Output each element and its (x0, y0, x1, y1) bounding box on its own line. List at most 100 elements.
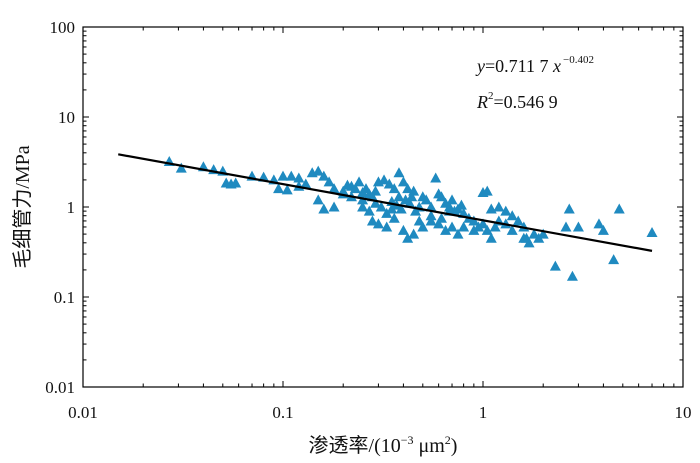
data-points (163, 156, 658, 281)
data-point (393, 191, 405, 202)
data-point (402, 232, 414, 243)
data-point (446, 221, 458, 232)
data-point (378, 174, 390, 185)
data-point (404, 197, 416, 208)
data-point (353, 176, 365, 187)
data-point (375, 201, 387, 212)
y-tick-label: 0.1 (54, 288, 75, 307)
data-point (312, 194, 324, 205)
data-point (452, 228, 464, 239)
data-point (386, 203, 398, 214)
data-point (528, 228, 540, 239)
tick-marks (82, 27, 683, 388)
data-point (593, 218, 605, 229)
trend-line (118, 153, 653, 252)
data-point (402, 183, 414, 194)
data-point (455, 199, 467, 210)
data-point (485, 203, 497, 214)
data-point (397, 224, 409, 235)
data-point (318, 170, 330, 181)
data-point (506, 210, 518, 221)
data-point (425, 210, 437, 221)
y-tick-label: 10 (58, 108, 75, 127)
data-point (646, 227, 658, 238)
x-axis-label: 渗透率/(10−3 μm2) (309, 433, 458, 457)
data-point (408, 228, 420, 239)
data-point (572, 221, 584, 232)
data-point (537, 228, 549, 239)
data-point (175, 162, 187, 173)
data-point (363, 188, 375, 199)
data-point (383, 178, 395, 189)
data-point (357, 201, 369, 212)
data-point (393, 167, 405, 178)
data-point (549, 260, 561, 271)
data-point (328, 201, 340, 212)
data-point (366, 215, 378, 226)
data-point (285, 170, 297, 181)
data-point (485, 232, 497, 243)
data-point (608, 254, 620, 265)
data-point (506, 224, 518, 235)
data-point (369, 185, 381, 196)
data-point (395, 203, 407, 214)
data-point (420, 194, 432, 205)
data-point (433, 218, 445, 229)
data-point (425, 201, 437, 212)
data-point (430, 172, 442, 183)
data-point (388, 212, 400, 223)
data-point (381, 221, 393, 232)
x-tick-label: 0.1 (272, 403, 293, 422)
data-point (328, 183, 340, 194)
data-point (477, 218, 489, 229)
data-point (417, 221, 429, 232)
x-tick-label: 0.01 (68, 403, 98, 422)
y-tick-label: 100 (50, 18, 76, 37)
data-point (563, 203, 575, 214)
data-point (481, 185, 493, 196)
data-point (425, 215, 437, 226)
y-tick-label: 0.01 (45, 378, 75, 397)
x-tick-label: 1 (479, 403, 488, 422)
data-point (388, 183, 400, 194)
data-point (413, 215, 425, 226)
y-axis-label: 毛细管力/MPa (11, 145, 34, 268)
data-point (277, 170, 289, 181)
data-point (281, 184, 293, 195)
data-point (406, 191, 418, 202)
data-point (230, 177, 242, 188)
data-point (512, 215, 524, 226)
data-point (489, 221, 501, 232)
data-point (397, 176, 409, 187)
y-tick-label: 1 (67, 198, 76, 217)
data-point (597, 224, 609, 235)
x-tick-label: 10 (675, 403, 692, 422)
data-point (341, 179, 353, 190)
data-point (566, 270, 578, 281)
data-point (337, 185, 349, 196)
data-point (323, 176, 335, 187)
data-point (318, 203, 330, 214)
data-point (300, 178, 312, 189)
data-point (500, 205, 512, 216)
x-tick-labels: 0.01 0.1 1 10 (68, 403, 691, 422)
regression-equation: y=0.711 7 x −0.402 (475, 54, 594, 76)
data-point (446, 194, 458, 205)
data-point (435, 212, 447, 223)
data-point (518, 232, 530, 243)
data-point (481, 224, 493, 235)
data-point (349, 183, 361, 194)
data-point (273, 183, 285, 194)
data-point (372, 218, 384, 229)
data-point (493, 201, 505, 212)
data-point (363, 205, 375, 216)
data-point (440, 224, 452, 235)
data-point (293, 172, 305, 183)
data-point (468, 215, 480, 226)
data-point (458, 221, 470, 232)
data-point (369, 197, 381, 208)
data-point (613, 203, 625, 214)
data-point (312, 165, 324, 176)
data-point (435, 191, 447, 202)
